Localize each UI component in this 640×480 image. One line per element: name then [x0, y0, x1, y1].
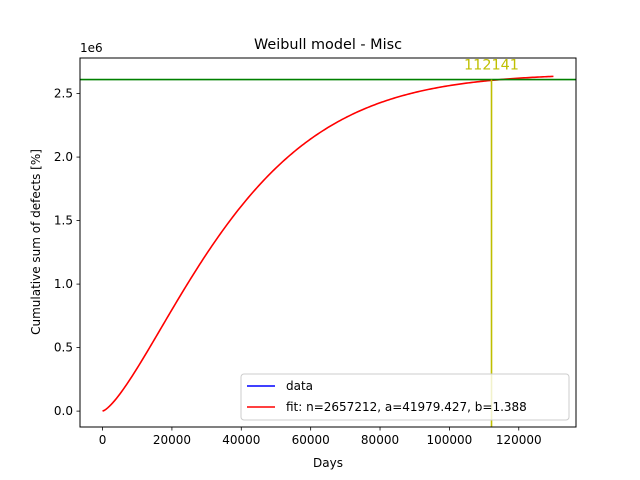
- y-tick-label: 1.5: [54, 214, 73, 228]
- x-axis-label: Days: [313, 456, 343, 470]
- vline-annotation: 112141: [464, 58, 519, 74]
- y-offset-label: 1e6: [80, 41, 103, 55]
- y-tick-label: 2.0: [54, 150, 73, 164]
- y-tick-label: 0.5: [54, 341, 73, 355]
- x-tick-label: 0: [99, 433, 107, 447]
- y-axis-label: Cumulative sum of defects [%]: [29, 149, 43, 335]
- x-tick-label: 100000: [426, 433, 472, 447]
- y-tick-label: 1.0: [54, 277, 73, 291]
- legend-data-label: data: [286, 379, 313, 393]
- y-axis-ticks: 0.0 0.5 1.0 1.5 2.0 2.5: [54, 87, 80, 418]
- chart-title: Weibull model - Misc: [254, 37, 402, 53]
- x-axis-ticks: 0 20000 40000 60000 80000 100000 120000: [99, 427, 542, 447]
- y-tick-label: 0.0: [54, 404, 73, 418]
- legend-box: [240, 373, 570, 421]
- legend-fit-label: fit: n=2657212, a=41979.427, b=1.388: [286, 400, 527, 414]
- fit-series-line: [102, 75, 554, 412]
- x-tick-label: 120000: [496, 433, 542, 447]
- x-tick-label: 20000: [153, 433, 191, 447]
- x-tick-label: 60000: [292, 433, 330, 447]
- plot-frame: [79, 57, 577, 428]
- x-tick-label: 80000: [361, 433, 399, 447]
- y-tick-label: 2.5: [54, 87, 73, 101]
- x-tick-label: 40000: [222, 433, 260, 447]
- legend: data fit: n=2657212, a=41979.427, b=1.38…: [240, 373, 570, 421]
